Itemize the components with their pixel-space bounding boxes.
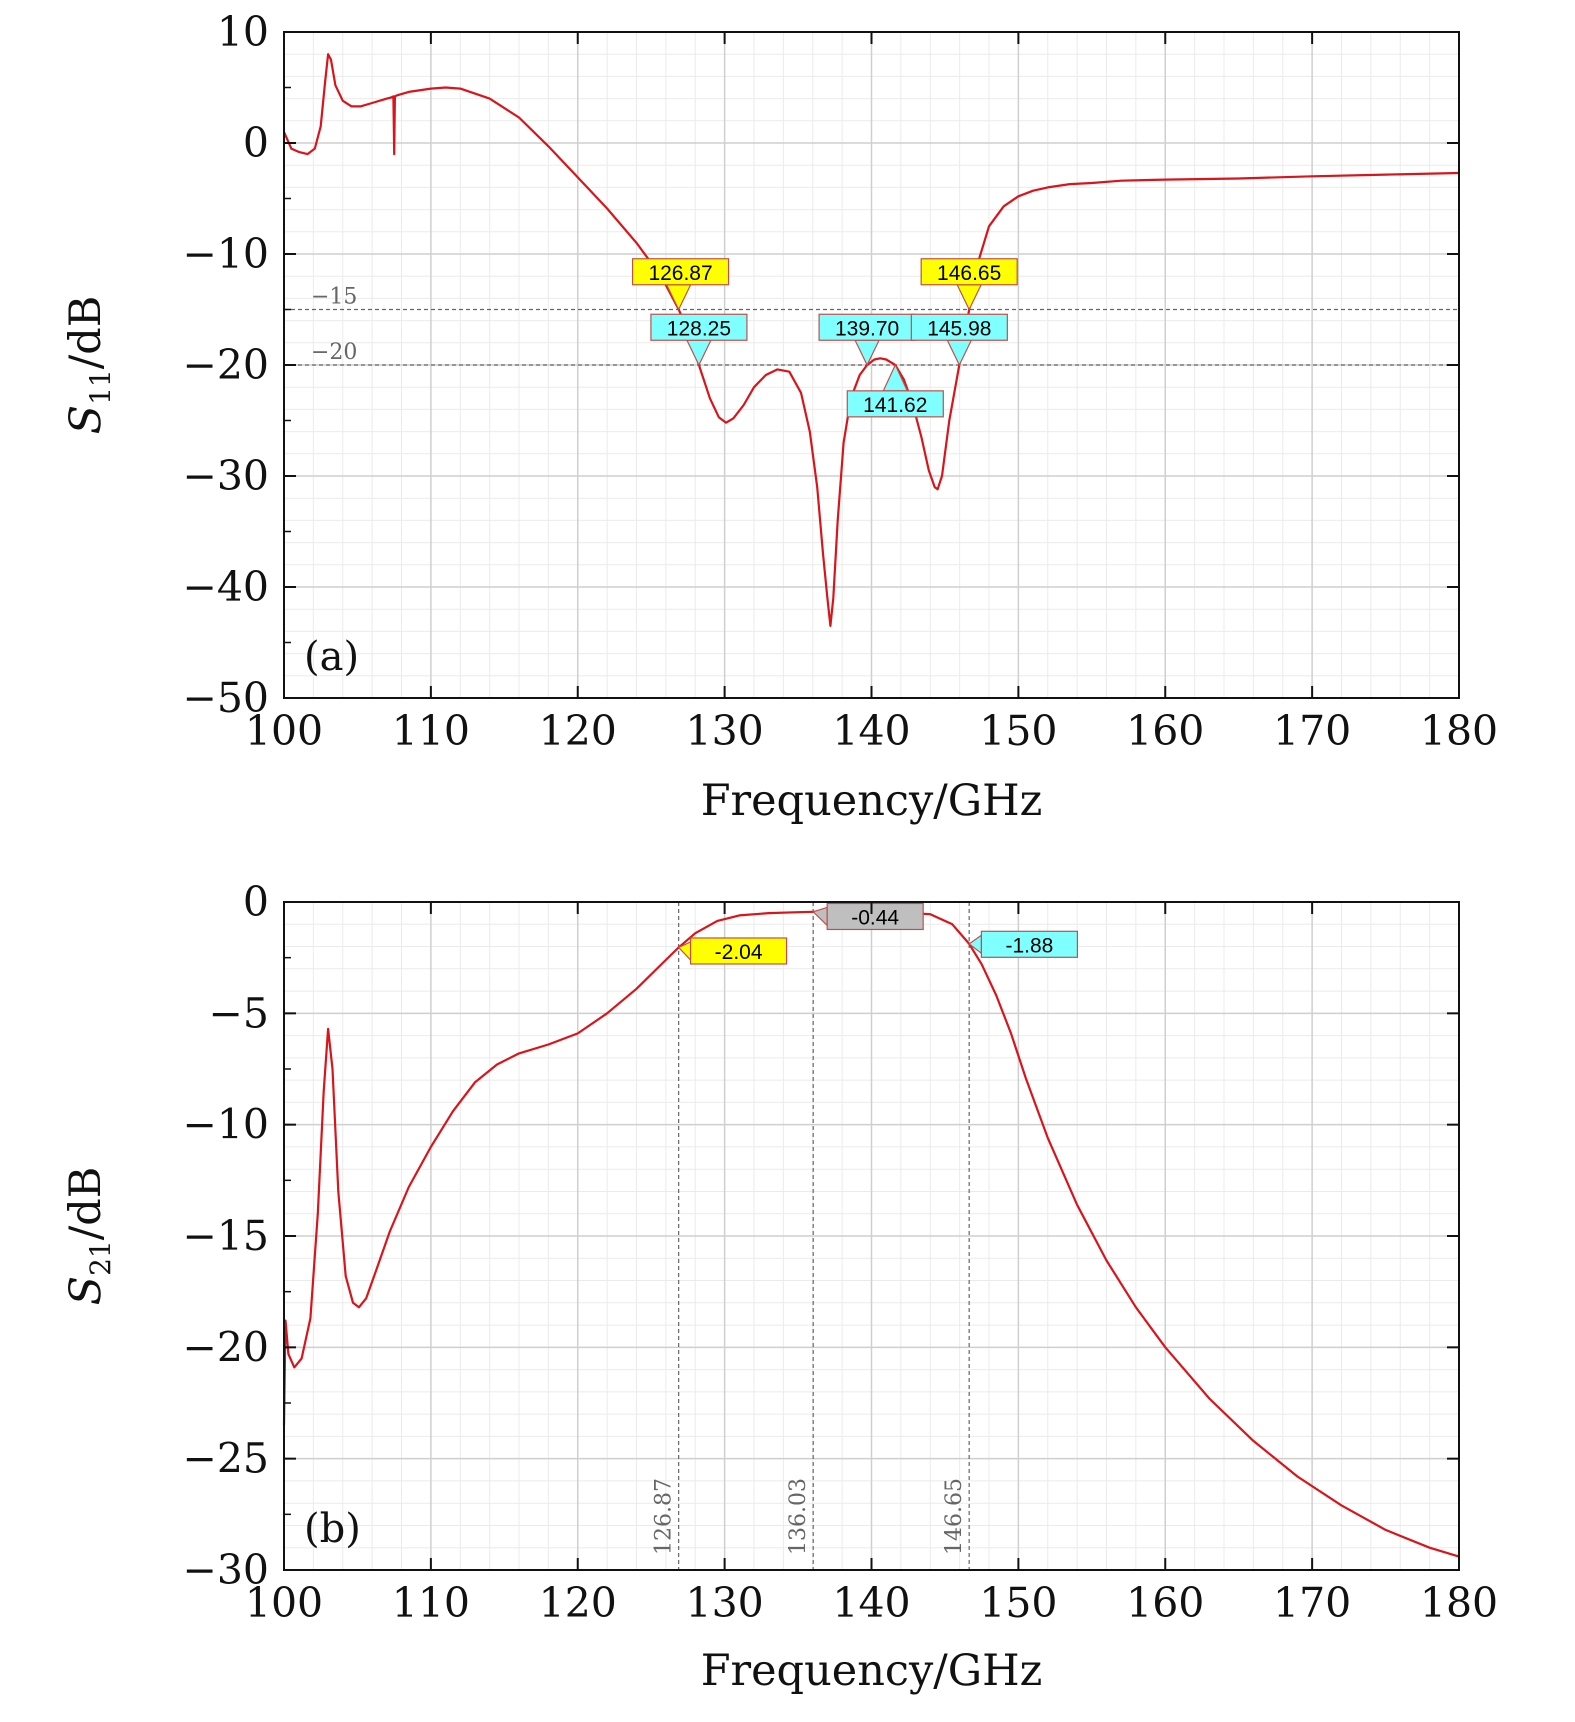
marker-value-label: 128.25 — [667, 317, 731, 340]
y-tick-label: −40 — [182, 563, 269, 611]
x-tick-label: 110 — [392, 1579, 470, 1627]
marker-box — [631, 258, 730, 286]
marker-value-label: 139.70 — [835, 317, 899, 340]
reference-line-label: −15 — [311, 285, 357, 310]
x-tick-label: 130 — [685, 707, 763, 755]
x-tick-label: 160 — [1126, 1579, 1204, 1627]
panel-a-s11-chart: −15 −20 126.87 146.65 128.25 139.70 145.98 141.… — [61, 8, 1498, 826]
marker-value-label: 141.62 — [863, 394, 927, 417]
marker-box — [818, 313, 916, 341]
x-axis-title: Frequency/GHz — [701, 776, 1043, 826]
marker-callout: 145.98 — [910, 313, 1008, 367]
y-tick-label: 0 — [243, 878, 269, 926]
y-tick-label: −20 — [182, 341, 269, 389]
marker-value-label: 126.87 — [648, 262, 712, 285]
x-tick-label: 110 — [392, 707, 470, 755]
marker-callout: 126.87 — [631, 258, 730, 311]
reference-line-label: 136.03 — [786, 1478, 811, 1555]
y-tick-label: −20 — [182, 1323, 269, 1371]
y-axis-title-unit: /dB — [61, 1167, 111, 1241]
marker-value-label: -1.88 — [1005, 934, 1053, 957]
marker-callout: -2.04 — [677, 937, 788, 965]
reference-line-label: 126.87 — [652, 1478, 677, 1555]
panel-label: (a) — [304, 634, 359, 680]
y-axis-title-subscript: 11 — [84, 369, 117, 405]
y-tick-label: −10 — [182, 230, 269, 278]
y-tick-label: 10 — [217, 8, 269, 56]
reference-line-label: −20 — [311, 340, 357, 365]
x-tick-label: 100 — [245, 707, 323, 755]
marker-box — [689, 937, 788, 965]
y-tick-label: −5 — [209, 989, 269, 1037]
x-tick-label: 120 — [539, 707, 617, 755]
panel-b-s21-chart: 126.87 136.03 146.65 -2.04 -0.44 -1.88 100 110 1… — [61, 878, 1498, 1696]
marker-callout: -0.44 — [812, 902, 924, 931]
marker-callout: -1.88 — [968, 930, 1079, 958]
marker-callout: 146.65 — [920, 258, 1018, 311]
y-tick-label: −50 — [182, 674, 269, 722]
marker-callout: 141.62 — [846, 363, 944, 418]
x-tick-label: 180 — [1420, 707, 1498, 755]
marker-box — [980, 930, 1079, 958]
marker-callout: 139.70 — [818, 313, 916, 367]
x-tick-label: 160 — [1126, 707, 1204, 755]
y-tick-label: −25 — [182, 1435, 269, 1483]
x-tick-label: 150 — [979, 1579, 1057, 1627]
y-tick-label: −30 — [182, 1546, 269, 1594]
marker-box — [826, 902, 924, 931]
x-tick-label: 140 — [832, 1579, 910, 1627]
y-axis-title-unit: /dB — [61, 296, 111, 370]
x-axis-title: Frequency/GHz — [701, 1646, 1043, 1696]
reference-line-label: 146.65 — [942, 1478, 967, 1555]
marker-value-label: -2.04 — [715, 941, 763, 964]
marker-box — [920, 258, 1018, 286]
y-axis-title-subscript: 21 — [84, 1240, 117, 1276]
panel-label: (b) — [304, 1506, 361, 1552]
marker-value-label: 145.98 — [927, 317, 991, 340]
x-tick-label: 170 — [1273, 707, 1351, 755]
y-tick-label: −10 — [182, 1101, 269, 1149]
y-tick-label: 0 — [243, 119, 269, 167]
marker-callout: 128.25 — [650, 313, 748, 367]
marker-value-label: -0.44 — [851, 906, 899, 929]
marker-box — [846, 390, 944, 418]
marker-value-label: 146.65 — [937, 262, 1001, 285]
x-tick-label: 140 — [832, 707, 910, 755]
y-axis-title: S11/dB — [61, 296, 117, 435]
y-tick-label: −15 — [182, 1212, 269, 1260]
y-axis-title-symbol: S — [61, 405, 111, 434]
marker-box — [910, 313, 1008, 341]
x-tick-label: 130 — [685, 1579, 763, 1627]
y-tick-label: −30 — [182, 452, 269, 500]
y-axis-title-symbol: S — [61, 1276, 111, 1305]
x-tick-label: 100 — [245, 1579, 323, 1627]
x-tick-label: 150 — [979, 707, 1057, 755]
y-axis-title: S21/dB — [61, 1167, 117, 1306]
x-tick-label: 170 — [1273, 1579, 1351, 1627]
x-tick-label: 120 — [539, 1579, 617, 1627]
marker-box — [650, 313, 748, 341]
x-tick-label: 180 — [1420, 1579, 1498, 1627]
